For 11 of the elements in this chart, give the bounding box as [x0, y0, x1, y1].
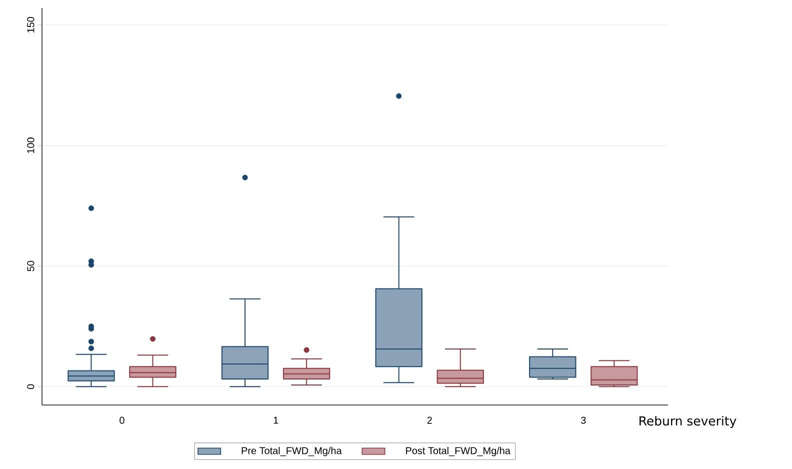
y-tick-label: 0 — [27, 384, 34, 390]
x-tick-label: 0 — [120, 416, 124, 424]
legend-label: Pre Total_FWD_Mg/ha — [242, 446, 342, 456]
y-tick-label: 50 — [27, 260, 34, 272]
legend-label: Post Total_FWD_Mg/ha — [406, 446, 510, 456]
y-tick-label: 100 — [27, 138, 34, 154]
x-tick-label: 3 — [581, 416, 586, 424]
x-tick-label: 1 — [274, 416, 278, 424]
x-axis-title: Reburn severity — [640, 416, 736, 428]
x-tick-label: 2 — [427, 416, 432, 424]
y-tick-label: 150 — [27, 16, 34, 32]
